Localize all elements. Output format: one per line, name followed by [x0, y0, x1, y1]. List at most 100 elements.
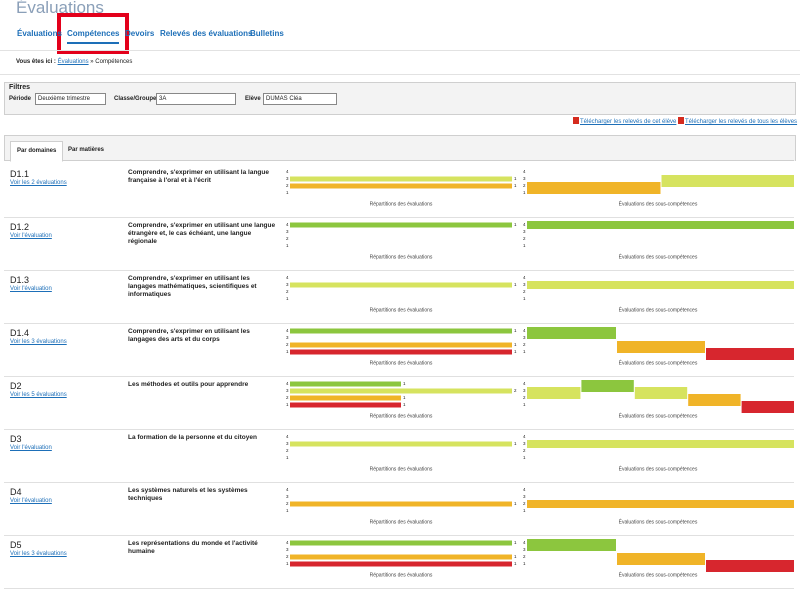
- domain-row: D2 Voir les 5 évaluations Les méthodes et …: [4, 376, 794, 430]
- count-label: 1: [403, 402, 406, 407]
- domain-row: D4 Voir l'évaluation Les systèmes naturels…: [4, 482, 794, 536]
- level-label: 2: [286, 501, 289, 506]
- count-label: 1: [514, 561, 517, 566]
- level-label: 4: [286, 328, 289, 333]
- chart-caption: Répartitions des évaluations: [370, 466, 433, 472]
- chart-caption: Évaluations des sous-compétences: [619, 571, 698, 578]
- evaluation-link[interactable]: Voir l'évaluation: [10, 233, 52, 239]
- chart-caption: Évaluations des sous-compétences: [619, 200, 698, 207]
- distribution-chart: 4 1 3 2 1 1 1 Répartitions des évaluations: [286, 328, 517, 366]
- level-label: 2: [523, 342, 526, 347]
- level-label: 3: [523, 229, 526, 234]
- count-label: 2: [514, 388, 517, 393]
- nav-tab[interactable]: Devoirs: [125, 29, 155, 38]
- download-link[interactable]: Télécharger les relevés de tous les élèv…: [685, 119, 798, 125]
- subcompetence-chart: 4 3 2 1 Évaluations des sous-compétences: [523, 327, 794, 366]
- level-label: 3: [286, 441, 289, 446]
- count-bar: [290, 561, 512, 567]
- chart-caption: Répartitions des évaluations: [370, 307, 433, 313]
- domain-code: D1.1: [10, 169, 30, 179]
- breadcrumb-link[interactable]: Évaluations: [57, 59, 89, 65]
- level-label: 1: [286, 296, 289, 301]
- chart-caption: Évaluations des sous-compétences: [619, 518, 698, 525]
- nav-tab[interactable]: Bulletins: [250, 29, 284, 38]
- filter-label: Classe/Groupe: [114, 96, 157, 102]
- sub-tab[interactable]: Par domaines: [10, 141, 64, 162]
- evaluation-link[interactable]: Voir les 3 évaluations: [10, 551, 67, 557]
- subcompetence-chart: 4 3 2 1 Évaluations des sous-compétences: [523, 380, 794, 419]
- chart-caption: Répartitions des évaluations: [370, 254, 433, 260]
- level-label: 2: [523, 289, 526, 294]
- download-item[interactable]: Télécharger les relevés de tous les élèv…: [678, 117, 797, 125]
- level-label: 4: [523, 222, 526, 227]
- level-label: 3: [523, 388, 526, 393]
- domain-description: Les systèmes naturels et les systèmes te…: [128, 487, 248, 502]
- distribution-chart: 4 3 1 2 1 1 Répartitions des évaluations: [286, 169, 517, 207]
- distribution-chart: 4 3 2 1 1 Répartitions des évaluations: [286, 487, 517, 525]
- domain-code: D2: [10, 381, 22, 391]
- level-label: 4: [523, 487, 526, 492]
- subcompetence-segment: [527, 221, 794, 229]
- download-link[interactable]: Télécharger les relevés de cet élève: [580, 119, 677, 125]
- level-label: 2: [523, 395, 526, 400]
- nav-tab[interactable]: Évaluations: [17, 29, 62, 38]
- evaluation-link[interactable]: Voir les 3 évaluations: [10, 339, 67, 345]
- level-label: 1: [523, 349, 526, 354]
- count-bar: [290, 328, 512, 334]
- nav-tab[interactable]: Compétences: [67, 29, 120, 44]
- subcompetence-segment: [527, 281, 794, 289]
- nav-tab[interactable]: Relevés des évaluations: [160, 29, 253, 38]
- count-label: 1: [514, 176, 517, 181]
- count-label: 1: [514, 540, 517, 545]
- separator: [0, 50, 800, 51]
- chart-caption: Répartitions des évaluations: [370, 413, 433, 419]
- evaluation-link[interactable]: Voir l'évaluation: [10, 498, 52, 504]
- level-label: 4: [286, 222, 289, 227]
- evaluation-link[interactable]: Voir les 5 évaluations: [10, 392, 67, 398]
- evaluation-link[interactable]: Voir l'évaluation: [10, 286, 52, 292]
- count-label: 1: [514, 282, 517, 287]
- filter-select[interactable]: DUMAS Cléa: [263, 93, 337, 105]
- count-label: 1: [403, 395, 406, 400]
- chart-caption: Évaluations des sous-compétences: [619, 465, 698, 472]
- sub-tab[interactable]: Par matières: [68, 147, 105, 153]
- chart-caption: Répartitions des évaluations: [370, 360, 433, 366]
- domain-row: D3 Voir l'évaluation La formation de la pe…: [4, 429, 794, 483]
- domains-panel: [4, 160, 794, 591]
- level-label: 1: [286, 349, 289, 354]
- count-bar: [290, 395, 401, 401]
- level-label: 4: [286, 487, 289, 492]
- count-label: 1: [514, 554, 517, 559]
- count-bar: [290, 501, 512, 507]
- breadcrumb-separator: »: [90, 59, 94, 65]
- count-label: 1: [514, 328, 517, 333]
- level-label: 4: [286, 540, 289, 545]
- subcompetence-chart: 4 3 2 1 Évaluations des sous-compétences: [523, 275, 794, 313]
- evaluation-link[interactable]: Voir les 2 évaluations: [10, 180, 67, 186]
- filter-select[interactable]: 3A: [156, 93, 236, 105]
- chart-caption: Évaluations des sous-compétences: [619, 306, 698, 313]
- count-bar: [290, 388, 512, 394]
- distribution-chart: 4 1 3 2 1 Répartitions des évaluations: [286, 222, 517, 260]
- filter-select[interactable]: Deuxième trimestre: [35, 93, 106, 105]
- count-label: 1: [514, 183, 517, 188]
- subcompetence-segment: [527, 327, 616, 339]
- level-label: 4: [286, 169, 289, 174]
- level-label: 1: [523, 402, 526, 407]
- level-label: 1: [523, 190, 526, 195]
- count-label: 1: [403, 381, 406, 386]
- level-label: 4: [523, 328, 526, 333]
- count-label: 1: [514, 501, 517, 506]
- download-item[interactable]: Télécharger les relevés de cet élève: [573, 117, 676, 125]
- chart-caption: Évaluations des sous-compétences: [619, 253, 698, 260]
- subcompetence-segment: [527, 387, 581, 399]
- evaluation-link[interactable]: Voir l'évaluation: [10, 445, 52, 451]
- level-label: 3: [523, 282, 526, 287]
- domain-code: D5: [10, 540, 22, 550]
- breadcrumb: Vous êtes ici : Évaluations » Compétence…: [16, 59, 132, 65]
- chart-caption: Répartitions des évaluations: [370, 519, 433, 525]
- subcompetence-segment: [688, 394, 741, 406]
- count-label: 1: [514, 222, 517, 227]
- filters-panel: Filtres Période Deuxième trimestre Class…: [4, 82, 796, 115]
